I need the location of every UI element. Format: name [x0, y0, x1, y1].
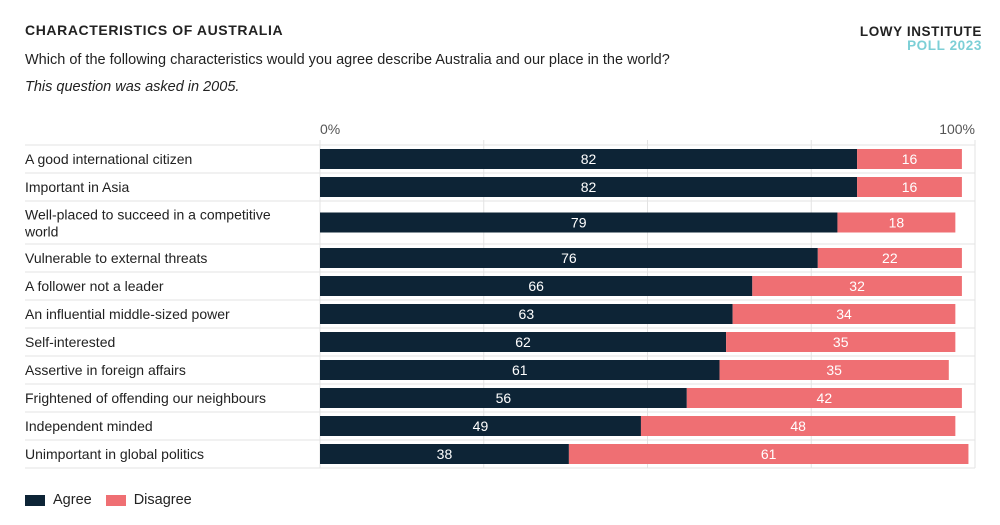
bar-disagree [752, 276, 962, 296]
legend-label-agree: Agree [53, 492, 92, 508]
data-label-agree: 76 [561, 250, 577, 266]
data-label-disagree: 61 [761, 446, 777, 462]
chart-title: CHARACTERISTICS OF AUSTRALIA [25, 22, 284, 38]
data-label-disagree: 16 [902, 151, 918, 167]
bar-agree [320, 388, 687, 408]
x-tick-label-start: 0% [320, 121, 340, 137]
chart-note: This question was asked in 2005. [25, 79, 240, 95]
bar-disagree [817, 248, 962, 268]
data-label-disagree: 22 [882, 250, 898, 266]
data-label-disagree: 35 [833, 334, 849, 350]
bar-disagree [857, 149, 962, 169]
bar-disagree [640, 416, 956, 436]
x-tick-label-end: 100% [939, 121, 975, 137]
data-label-disagree: 34 [836, 306, 852, 322]
bar-disagree [857, 177, 962, 197]
legend-swatch-disagree [105, 494, 126, 506]
category-label: Assertive in foreign affairs [25, 362, 186, 378]
bar-agree [320, 360, 720, 380]
brand-logo: LOWY INSTITUTE POLL 2023 [860, 25, 982, 53]
bar-disagree [726, 332, 956, 352]
bar-agree [320, 149, 858, 169]
bar-agree [320, 212, 838, 233]
data-label-agree: 49 [473, 418, 489, 434]
data-label-disagree: 42 [817, 390, 833, 406]
bar-agree [320, 416, 641, 436]
legend-item-agree: Agree [25, 492, 92, 508]
data-label-agree: 63 [519, 306, 535, 322]
legend-item-disagree: Disagree [105, 492, 192, 508]
category-label-line: world [24, 224, 58, 240]
bar-agree [320, 332, 727, 352]
data-label-agree: 56 [496, 390, 512, 406]
data-label-disagree: 32 [849, 278, 865, 294]
bar-agree [320, 248, 818, 268]
bar-disagree [686, 388, 962, 408]
data-label-agree: 66 [528, 278, 544, 294]
bar-disagree [732, 304, 956, 324]
data-label-agree: 38 [437, 446, 453, 462]
category-label: A good international citizen [25, 151, 192, 167]
stacked-bar-chart: 0% 100% A good international citizen 82 16 Im… [24, 121, 976, 469]
category-label: Important in Asia [25, 179, 129, 195]
data-label-agree: 61 [512, 362, 528, 378]
brand-org: LOWY INSTITUTE [859, 24, 982, 39]
category-label: An influential middle-sized power [25, 306, 230, 322]
data-label-disagree: 18 [889, 215, 905, 231]
bar-disagree [837, 212, 956, 233]
data-label-disagree: 16 [902, 179, 918, 195]
category-label: Frightened of offending our neighbours [25, 390, 266, 406]
legend-label-disagree: Disagree [133, 492, 192, 508]
bar-agree [320, 177, 858, 197]
data-label-disagree: 48 [790, 418, 806, 434]
category-label: Unimportant in global politics [25, 446, 204, 462]
chart-subtitle: Which of the following characteristics w… [25, 52, 670, 68]
bar-disagree [719, 360, 949, 380]
category-label: Vulnerable to external threats [25, 250, 207, 266]
data-label-disagree: 35 [826, 362, 842, 378]
legend: Agree Disagree [25, 492, 206, 508]
data-label-agree: 62 [515, 334, 531, 350]
bar-agree [320, 444, 569, 464]
bar-disagree [568, 444, 969, 464]
bar-agree [320, 276, 753, 296]
data-label-agree: 82 [581, 151, 597, 167]
data-label-agree: 79 [571, 215, 587, 231]
legend-swatch-agree [25, 494, 45, 506]
category-label: Self-interested [25, 334, 115, 350]
brand-poll: POLL 2023 [907, 38, 982, 53]
data-label-agree: 82 [581, 179, 597, 195]
bar-agree [320, 304, 733, 324]
category-label: Well-placed to succeed in a competitive w… [24, 207, 271, 240]
category-label: A follower not a leader [25, 278, 164, 294]
category-label: Independent minded [25, 418, 153, 434]
category-label-line: Well-placed to succeed in a competitive [25, 207, 271, 223]
